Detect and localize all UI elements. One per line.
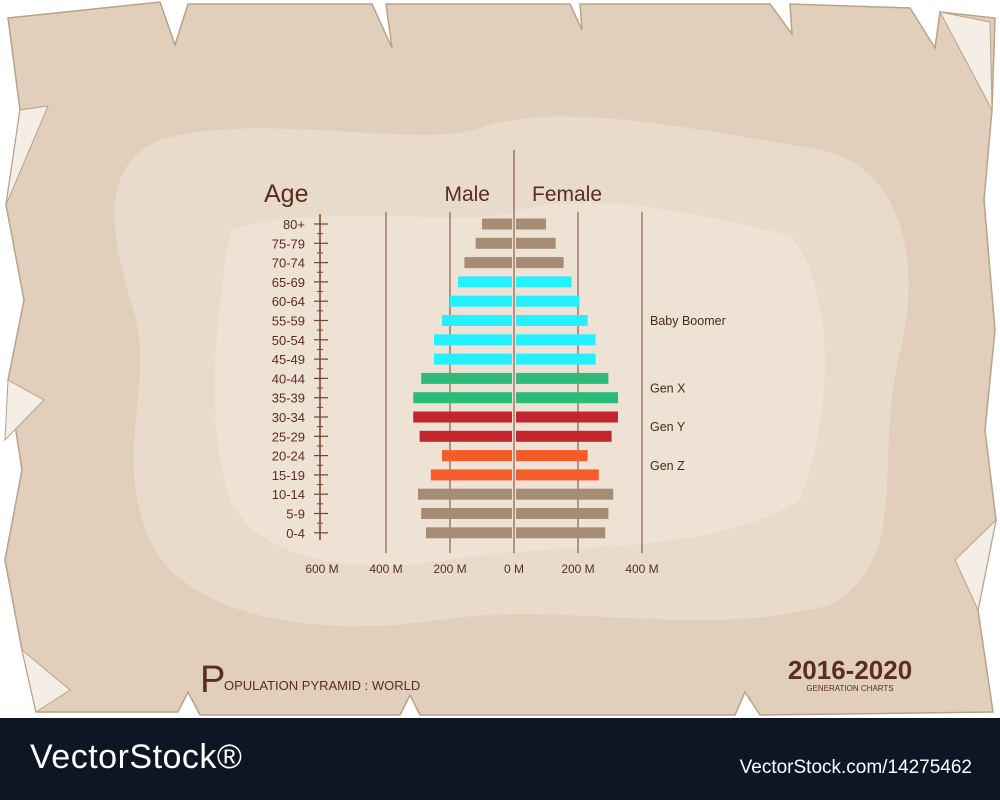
bar-male-35-39 bbox=[413, 392, 512, 404]
age-tick-label: 55-59 bbox=[272, 314, 305, 329]
bar-female-45-49 bbox=[516, 353, 596, 365]
bar-male-25-29 bbox=[419, 430, 512, 442]
bar-female-80+ bbox=[516, 218, 546, 230]
years-caption: GENERATION CHARTS bbox=[806, 684, 893, 693]
generation-label: Baby Boomer bbox=[650, 314, 726, 328]
age-tick-label: 65-69 bbox=[272, 275, 305, 290]
bar-female-65-69 bbox=[516, 276, 572, 288]
bar-male-20-24 bbox=[442, 450, 512, 462]
bar-female-40-44 bbox=[516, 372, 609, 384]
bar-male-80+ bbox=[482, 218, 512, 230]
age-tick-label: 25-29 bbox=[272, 429, 305, 444]
bar-male-30-34 bbox=[413, 411, 512, 423]
bar-female-10-14 bbox=[516, 488, 614, 500]
bar-female-20-24 bbox=[516, 450, 588, 462]
generation-label: Gen Z bbox=[650, 459, 685, 473]
bar-male-75-79 bbox=[475, 237, 512, 249]
bar-male-5-9 bbox=[421, 508, 512, 519]
x-tick-label: 400 M bbox=[625, 562, 658, 576]
bar-male-10-14 bbox=[418, 488, 512, 500]
bar-female-35-39 bbox=[516, 392, 618, 404]
age-tick-label: 5-9 bbox=[286, 507, 305, 522]
age-tick-label: 75-79 bbox=[272, 236, 305, 251]
x-tick-label: 600 M bbox=[305, 562, 338, 576]
bar-female-55-59 bbox=[516, 315, 588, 326]
age-tick-label: 35-39 bbox=[272, 391, 305, 406]
age-tick-label: 30-34 bbox=[272, 410, 305, 425]
generation-label: Gen Y bbox=[650, 420, 686, 434]
age-tick-label: 45-49 bbox=[272, 352, 305, 367]
bar-male-0-4 bbox=[426, 527, 512, 539]
bar-female-60-64 bbox=[516, 295, 580, 307]
x-tick-label: 0 M bbox=[504, 562, 524, 576]
bar-male-70-74 bbox=[464, 257, 512, 269]
bar-male-45-49 bbox=[434, 353, 512, 365]
x-tick-label: 200 M bbox=[433, 562, 466, 576]
bar-female-25-29 bbox=[516, 430, 612, 442]
bar-male-55-59 bbox=[442, 315, 512, 326]
bar-male-60-64 bbox=[450, 295, 512, 307]
generation-label: Gen X bbox=[650, 382, 686, 396]
age-tick-label: 60-64 bbox=[272, 294, 305, 309]
age-tick-label: 0-4 bbox=[286, 526, 305, 541]
age-tick-label: 70-74 bbox=[272, 256, 305, 271]
female-label: Female bbox=[532, 183, 602, 206]
x-tick-label: 200 M bbox=[561, 562, 594, 576]
bar-female-30-34 bbox=[516, 411, 618, 423]
bar-female-75-79 bbox=[516, 237, 556, 249]
age-axis-title: Age bbox=[264, 180, 308, 208]
footer-title-initial: P bbox=[200, 659, 225, 701]
watermark-id: VectorStock.com/14275462 bbox=[739, 757, 972, 778]
footer-title-text: OPULATION PYRAMID : WORLD bbox=[224, 678, 420, 693]
bar-male-65-69 bbox=[458, 276, 512, 288]
bar-female-70-74 bbox=[516, 257, 564, 269]
age-tick-label: 10-14 bbox=[272, 487, 305, 502]
bar-male-15-19 bbox=[430, 469, 512, 481]
watermark-bar bbox=[0, 718, 1000, 800]
bar-female-0-4 bbox=[516, 527, 606, 539]
population-pyramid-chart: Age Male Female 80+ 75-79 70-74 65-69 60-64 55-5… bbox=[4, 1, 997, 716]
bar-female-15-19 bbox=[516, 469, 599, 481]
age-tick-label: 80+ bbox=[283, 217, 305, 232]
age-tick-label: 15-19 bbox=[272, 468, 305, 483]
bar-female-50-54 bbox=[516, 334, 596, 346]
x-tick-label: 400 M bbox=[369, 562, 402, 576]
age-tick-label: 50-54 bbox=[272, 333, 305, 348]
age-tick-label: 40-44 bbox=[272, 371, 305, 386]
bar-male-50-54 bbox=[434, 334, 512, 346]
watermark-brand: VectorStock® bbox=[30, 738, 243, 776]
bar-male-40-44 bbox=[421, 372, 512, 384]
age-tick-label: 20-24 bbox=[272, 449, 305, 464]
bar-female-5-9 bbox=[516, 508, 609, 519]
years-label: 2016-2020 bbox=[788, 655, 912, 685]
male-label: Male bbox=[444, 183, 490, 206]
